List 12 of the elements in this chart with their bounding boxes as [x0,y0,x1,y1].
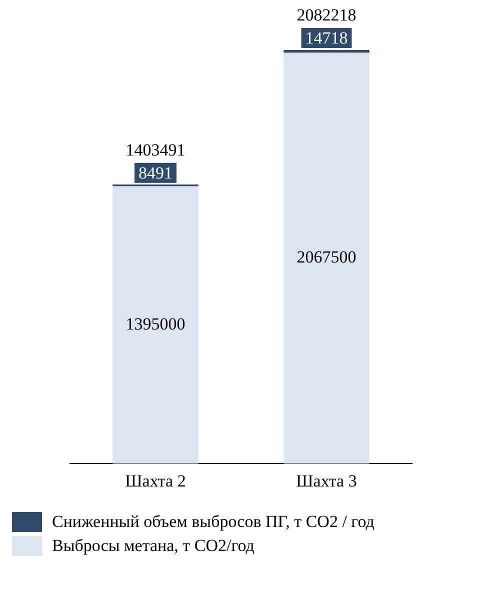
data-label: 8491 [138,163,172,182]
data-label: 2067500 [296,248,356,267]
data-label: 1395000 [126,314,186,334]
total-label: 2082218 [296,5,356,24]
bar [112,186,198,464]
data-label: 14718 [305,28,348,48]
legend-label: Выбросы метана, т CO2/год [52,536,254,556]
legend-label: Сниженный объем выбросов ПГ, т CO2 / год [52,512,374,532]
x-tick-label: Шахта 3 [296,471,357,490]
x-tick-label: Шахта 2 [125,471,186,490]
total-label: 1403491 [126,140,186,160]
bar [284,52,370,464]
